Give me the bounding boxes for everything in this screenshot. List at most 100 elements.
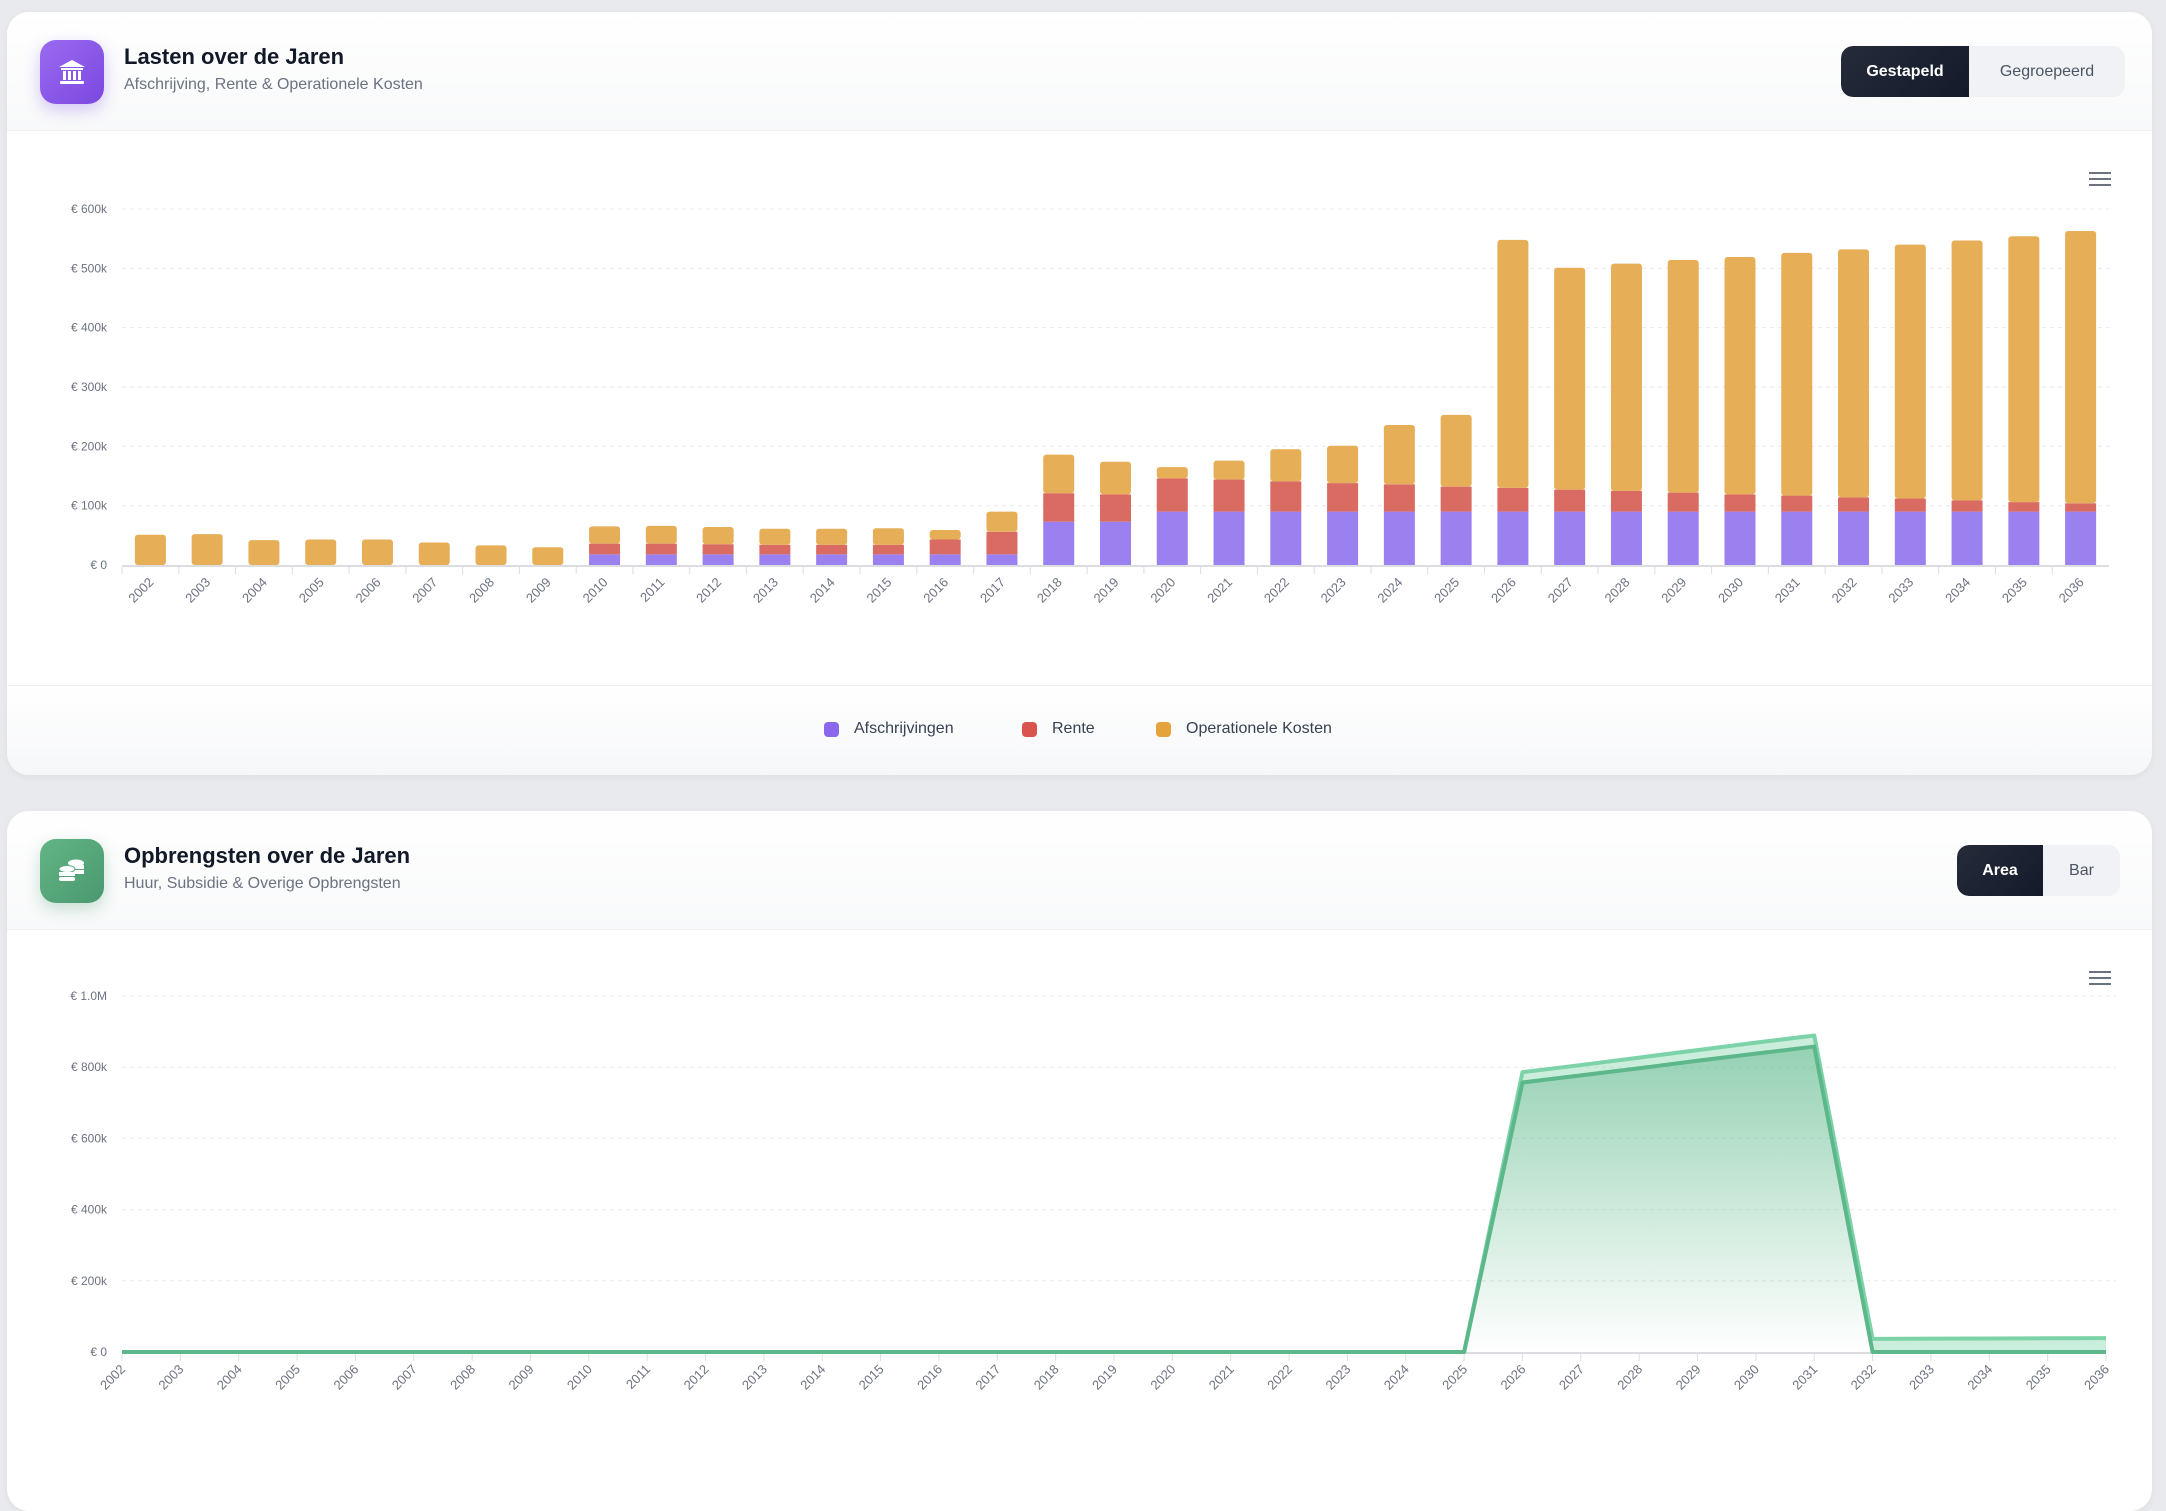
bar-segment-rente [759,544,791,555]
y-tick-label: € 200k [71,439,108,453]
bar-segment-afschrijvingen [1043,521,1075,565]
x-tick-label: 2006 [353,575,384,606]
toggle-bar[interactable]: Bar [2069,861,2094,879]
x-tick-label: 2011 [623,1362,653,1392]
area-line-series-1 [122,1044,2106,1354]
opbrengsten-header: Opbrengsten over de Jaren Huur, Subsidie… [7,811,2152,930]
x-tick-label: 2025 [1431,575,1462,606]
x-tick-label: 2003 [182,575,213,606]
x-tick-label: 2024 [1381,1362,1412,1393]
x-tick-label: 2024 [1374,575,1405,606]
x-tick-label: 2012 [693,575,724,606]
bar-segment-operationele-kosten [1554,267,1586,490]
bar-segment-afschrijvingen [1781,511,1813,565]
bar-segment-rente [1781,495,1813,512]
toggle-gegroepeerd[interactable]: Gegroepeerd [1999,62,2095,80]
legend-item-operationele-kosten[interactable]: Operationele Kosten [1156,720,1332,738]
x-tick-label: 2005 [272,1362,303,1393]
bar-segment-rente [645,543,677,555]
x-tick-label: 2016 [914,1362,945,1393]
bar-segment-operationele-kosten [1270,449,1302,482]
bar-segment-operationele-kosten [418,542,450,565]
x-tick-label: 2004 [214,1362,245,1393]
bar-segment-rente [589,543,621,555]
x-tick-label: 2020 [1147,575,1178,606]
toggle-gestapeld[interactable]: Gestapeld [1841,46,1969,97]
bar-segment-rente [816,544,848,555]
bar-segment-rente [1383,484,1415,512]
x-tick-label: 2010 [580,575,611,606]
bar-segment-afschrijvingen [1213,511,1245,565]
x-tick-label: 2018 [1031,1362,1062,1393]
bar-segment-afschrijvingen [1838,511,1870,565]
x-tick-label: 2011 [637,575,667,605]
y-tick-label: € 600k [71,1131,108,1145]
y-tick-label: € 300k [71,380,108,394]
legend-label: Afschrijvingen [854,720,954,737]
bar-segment-rente [1554,489,1586,512]
legend-label: Rente [1052,720,1095,737]
bar-segment-operationele-kosten [929,529,961,540]
chart-title: Lasten over de Jaren [124,44,345,69]
x-tick-label: 2021 [1206,1362,1237,1393]
x-tick-label: 2034 [1964,1362,1995,1393]
y-tick-label: € 400k [71,1203,108,1217]
x-tick-label: 2026 [1498,1362,1529,1393]
bar-segment-afschrijvingen [702,554,734,565]
y-tick-label: € 800k [71,1060,108,1074]
bar-segment-operationele-kosten [1327,445,1359,484]
x-tick-label: 2027 [1545,575,1576,606]
bar-segment-afschrijvingen [1327,511,1359,565]
bar-segment-operationele-kosten [361,539,393,565]
bar-segment-afschrijvingen [1554,511,1586,565]
legend-item-afschrijvingen[interactable]: Afschrijvingen [824,720,954,738]
bar-segment-afschrijvingen [1497,511,1529,565]
x-tick-label: 2023 [1318,575,1349,606]
bar-segment-afschrijvingen [645,554,677,565]
chart-menu-icon[interactable] [2089,172,2111,188]
legend-swatch [1156,721,1171,737]
bar-segment-afschrijvingen [1724,511,1756,565]
bar-segment-afschrijvingen [1270,511,1302,565]
x-tick-label: 2006 [330,1362,361,1393]
x-tick-label: 2008 [447,1362,478,1393]
bar-segment-operationele-kosten [1838,249,1870,498]
bar-segment-operationele-kosten [305,539,337,565]
x-tick-label: 2026 [1488,575,1519,606]
bar-segment-rente [1327,483,1359,512]
x-tick-label: 2028 [1614,1362,1645,1393]
bar-segment-rente [1838,497,1870,512]
bar-segment-rente [1270,481,1302,512]
bar-segment-rente [2065,503,2097,512]
chart-subtitle: Afschrijving, Rente & Operationele Koste… [124,76,423,93]
legend-item-rente[interactable]: Rente [1022,720,1095,738]
bar-segment-operationele-kosten [248,540,280,565]
chart-legend: Afschrijvingen Rente Operationele Kosten [7,685,2152,775]
lasten-card: Lasten over de Jaren Afschrijving, Rente… [7,12,2152,775]
x-tick-label: 2035 [2023,1362,2054,1393]
bar-segment-operationele-kosten [589,526,621,544]
x-tick-label: 2019 [1091,575,1122,606]
toggle-area[interactable]: Area [1957,845,2043,896]
bar-segment-afschrijvingen [1440,511,1472,565]
bar-segment-afschrijvingen [872,554,904,565]
bar-segment-afschrijvingen [1100,521,1131,565]
x-tick-label: 2008 [466,575,497,606]
x-tick-label: 2014 [807,575,838,606]
bar-segment-operationele-kosten [1781,252,1813,496]
bar-segment-rente [986,531,1018,555]
x-tick-label: 2021 [1204,575,1235,606]
bar-segment-operationele-kosten [532,547,564,565]
x-tick-label: 2016 [920,575,951,606]
bar-segment-operationele-kosten [1440,414,1472,487]
bar-segment-rente [1043,493,1075,522]
bar-segment-afschrijvingen [1951,511,1983,565]
bar-segment-operationele-kosten [134,534,166,565]
bar-segment-rente [1894,498,1926,512]
bar-segment-rente [1724,494,1756,512]
bar-segment-operationele-kosten [986,511,1018,532]
chart-menu-icon[interactable] [2089,971,2111,987]
x-tick-label: 2019 [1089,1362,1120,1393]
bar-segment-rente [1156,478,1188,512]
x-tick-label: 2010 [564,1362,595,1393]
